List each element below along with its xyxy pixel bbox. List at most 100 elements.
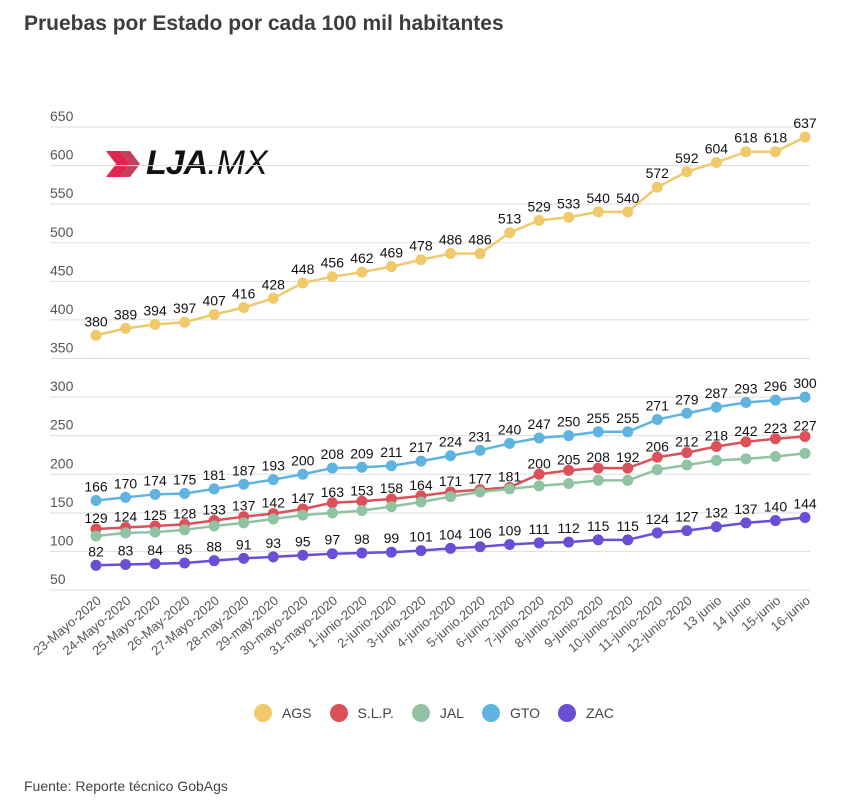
- data-label: 170: [114, 475, 138, 491]
- data-point-jal: [592, 474, 604, 486]
- data-label: 125: [143, 507, 167, 523]
- y-tick-label: 450: [50, 262, 74, 278]
- data-label: 200: [291, 452, 315, 468]
- data-label: 127: [675, 509, 699, 525]
- data-label: 177: [468, 471, 492, 487]
- data-label: 478: [409, 238, 433, 254]
- data-point-gto: [504, 437, 516, 449]
- data-label: 206: [646, 438, 670, 454]
- data-point-gto: [445, 450, 456, 462]
- data-point-jal: [799, 447, 811, 459]
- y-tick-label: 300: [50, 378, 74, 394]
- data-point-zac: [710, 521, 722, 533]
- data-point-gto: [326, 462, 338, 474]
- data-label: 618: [734, 130, 758, 146]
- data-point-gto: [179, 488, 191, 500]
- data-label: 242: [734, 423, 758, 439]
- data-label: 193: [262, 458, 286, 474]
- data-point-ags: [622, 206, 634, 218]
- data-label: 153: [350, 482, 374, 498]
- data-label: 115: [617, 518, 640, 534]
- data-label: 200: [527, 455, 551, 471]
- data-point-slp: [563, 464, 575, 476]
- data-label: 137: [734, 501, 758, 517]
- data-point-jal: [297, 509, 309, 521]
- data-point-jal: [710, 454, 722, 466]
- data-point-zac: [179, 557, 191, 569]
- data-point-gto: [90, 494, 102, 506]
- data-label: 142: [262, 495, 286, 511]
- data-point-ags: [326, 271, 338, 283]
- data-point-jal: [208, 520, 220, 532]
- data-point-zac: [356, 547, 368, 559]
- data-label: 540: [616, 190, 640, 206]
- data-point-ags: [385, 261, 397, 273]
- y-tick-label: 650: [50, 108, 74, 124]
- data-point-ags: [710, 156, 722, 168]
- data-point-jal: [415, 496, 427, 508]
- data-point-zac: [740, 517, 752, 529]
- data-point-gto: [710, 401, 722, 413]
- data-point-gto: [385, 460, 397, 472]
- data-label: 205: [557, 451, 581, 467]
- data-label: 128: [173, 505, 197, 521]
- data-point-jal: [385, 501, 397, 513]
- data-label: 247: [527, 416, 551, 432]
- data-label: 83: [118, 543, 134, 559]
- data-label: 572: [646, 165, 670, 181]
- data-point-jal: [238, 517, 250, 529]
- data-label: 140: [764, 499, 788, 515]
- data-point-jal: [740, 453, 752, 465]
- data-point-gto: [622, 426, 634, 438]
- data-label: 129: [84, 510, 108, 526]
- data-point-gto: [563, 430, 575, 442]
- data-point-ags: [238, 302, 250, 314]
- data-label: 101: [409, 529, 433, 545]
- y-tick-label: 350: [50, 340, 74, 356]
- data-label: 132: [705, 505, 729, 521]
- data-label: 300: [793, 375, 817, 391]
- data-point-zac: [563, 536, 575, 548]
- data-point-jal: [90, 530, 102, 542]
- data-label: 181: [498, 468, 522, 484]
- data-label: 380: [84, 313, 108, 329]
- data-point-jal: [563, 478, 575, 490]
- data-point-jal: [179, 524, 191, 536]
- data-label: 224: [439, 434, 463, 450]
- data-point-ags: [120, 322, 132, 334]
- source-note: Fuente: Reporte técnico GobAgs: [24, 778, 228, 794]
- data-point-jal: [622, 474, 634, 486]
- data-label: 84: [147, 542, 163, 558]
- data-point-ags: [90, 329, 102, 341]
- data-point-jal: [504, 483, 516, 495]
- y-tick-label: 100: [50, 532, 74, 548]
- data-label: 97: [325, 532, 341, 548]
- data-point-ags: [208, 309, 220, 321]
- data-point-zac: [592, 534, 604, 546]
- data-point-jal: [267, 513, 279, 525]
- data-label: 133: [202, 502, 226, 518]
- data-label: 164: [409, 477, 433, 493]
- data-label: 217: [409, 439, 433, 455]
- data-point-gto: [208, 483, 220, 495]
- data-point-jal: [769, 451, 781, 463]
- data-point-slp: [356, 495, 368, 507]
- data-label: 389: [114, 306, 138, 322]
- legend-swatch-icon: [329, 704, 348, 722]
- data-label: 147: [291, 490, 315, 506]
- data-point-jal: [149, 526, 161, 538]
- data-label: 144: [793, 495, 817, 511]
- data-point-zac: [474, 541, 486, 553]
- data-point-gto: [740, 396, 752, 408]
- data-point-ags: [179, 316, 191, 328]
- data-point-gto: [533, 432, 545, 444]
- data-label: 486: [439, 232, 463, 248]
- y-tick-label: 550: [50, 185, 74, 201]
- data-label: 529: [527, 198, 551, 214]
- data-label: 255: [616, 410, 640, 426]
- data-point-ags: [681, 166, 693, 178]
- data-label: 407: [202, 293, 226, 309]
- data-label: 158: [380, 480, 404, 496]
- legend-item: JAL: [411, 704, 464, 722]
- data-label: 227: [793, 417, 817, 433]
